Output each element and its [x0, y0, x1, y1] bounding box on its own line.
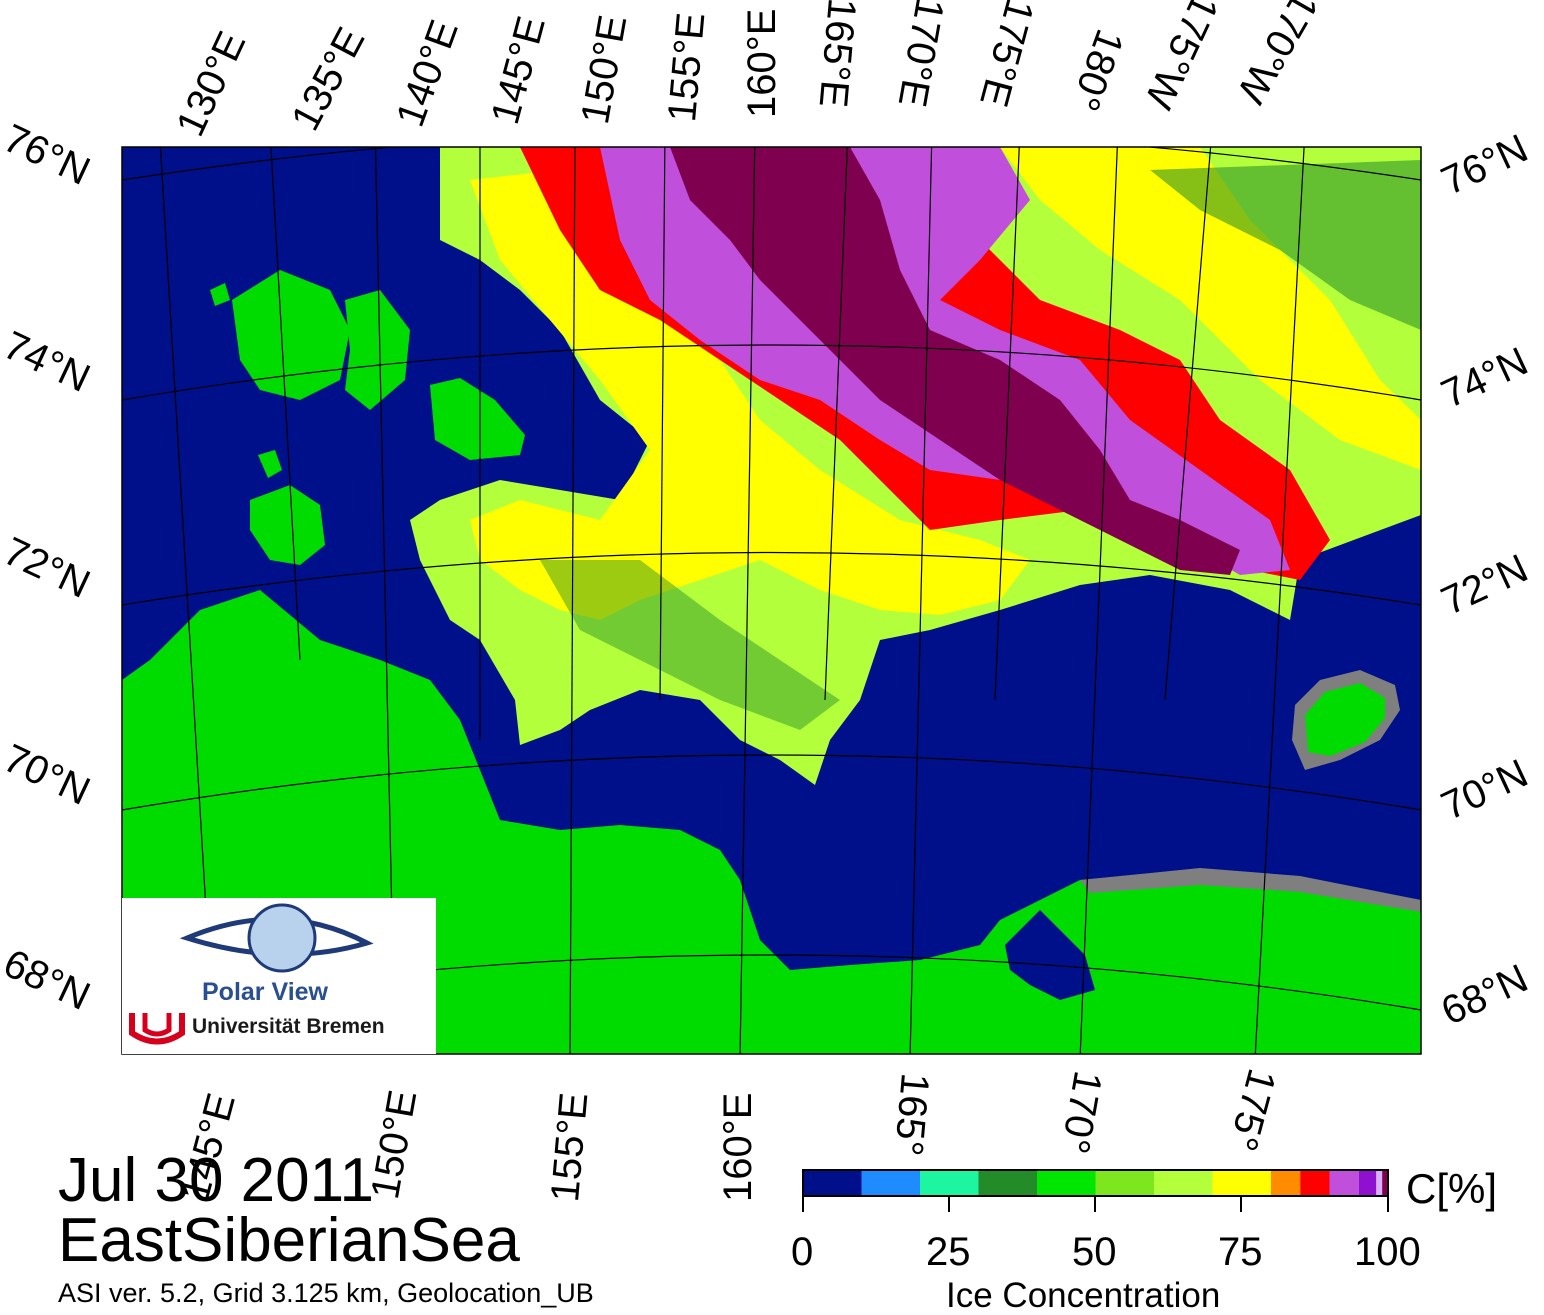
land-grey-coast	[1080, 868, 1421, 912]
lon-label-bottom-165: 165°	[885, 1071, 937, 1158]
university-seal-icon	[129, 1013, 185, 1045]
land-siberia	[122, 590, 1421, 1054]
colorbar-tick-0: 0	[791, 1230, 814, 1274]
colorbar-ticks	[802, 1196, 1389, 1212]
land-bennett	[210, 283, 230, 306]
polar-view-logo: Polar View Universität Bremen	[122, 898, 436, 1054]
ice-field-green-south	[540, 560, 840, 730]
land-kotelny	[232, 270, 350, 400]
land-new-siberia	[430, 378, 525, 460]
map-date: Jul 30 2011	[58, 1146, 374, 1215]
colorbar-unit-label: C[%]	[1406, 1165, 1498, 1212]
lon-label-bottom-155e: 155°E	[543, 1090, 597, 1204]
colorbar-title: Ice Concentration	[946, 1276, 1221, 1315]
colorbar	[803, 1170, 1388, 1196]
land-stolbovoy	[258, 450, 282, 478]
colorbar-segment	[1376, 1170, 1383, 1196]
colorbar-tick-100: 100	[1354, 1230, 1421, 1274]
land-wrangel-inner	[1305, 683, 1385, 756]
colorbar-segment	[803, 1170, 862, 1196]
logo-name: Polar View	[202, 978, 328, 1006]
colorbar-segment	[978, 1170, 1037, 1196]
map-border	[121, 146, 1422, 1055]
colorbar-tick-75: 75	[1218, 1230, 1263, 1274]
logo-institution: Universität Bremen	[192, 1015, 385, 1038]
lon-label-top-155e: 155°E	[660, 10, 714, 124]
land-faddeyevsky	[345, 290, 410, 410]
colorbar-segment	[920, 1170, 979, 1196]
graticule	[122, 147, 1421, 1054]
lon-label-bottom-160e: 160°E	[716, 1092, 760, 1202]
colorbar-segment	[1300, 1170, 1330, 1196]
colorbar-segment	[1037, 1170, 1096, 1196]
lon-label-top-160e: 160°E	[740, 8, 784, 118]
processing-info: ASI ver. 5.2, Grid 3.125 km, Geolocation…	[58, 1278, 594, 1308]
map-region: EastSiberianSea	[58, 1206, 520, 1275]
ice-field-dense	[670, 147, 1240, 575]
colorbar-tick-25: 25	[926, 1230, 971, 1274]
colorbar-tick-50: 50	[1072, 1230, 1117, 1274]
eye-icon	[179, 903, 374, 973]
ice-field-green	[1150, 160, 1421, 330]
colorbar-segment	[1271, 1170, 1301, 1196]
colorbar-segment	[1382, 1170, 1388, 1196]
lon-label-top-165e: 165°E	[810, 0, 864, 110]
land-bolshoy-lyakhovsky	[250, 485, 325, 565]
colorbar-segment	[1358, 1170, 1377, 1196]
colorbar-segment	[1212, 1170, 1271, 1196]
colorbar-segment	[1095, 1170, 1154, 1196]
colorbar-segment	[1329, 1170, 1359, 1196]
ice-field-yellow-east	[1000, 147, 1421, 470]
colorbar-segment	[1154, 1170, 1213, 1196]
chaun-bay	[1005, 910, 1095, 1000]
colorbar-segment	[861, 1170, 920, 1196]
